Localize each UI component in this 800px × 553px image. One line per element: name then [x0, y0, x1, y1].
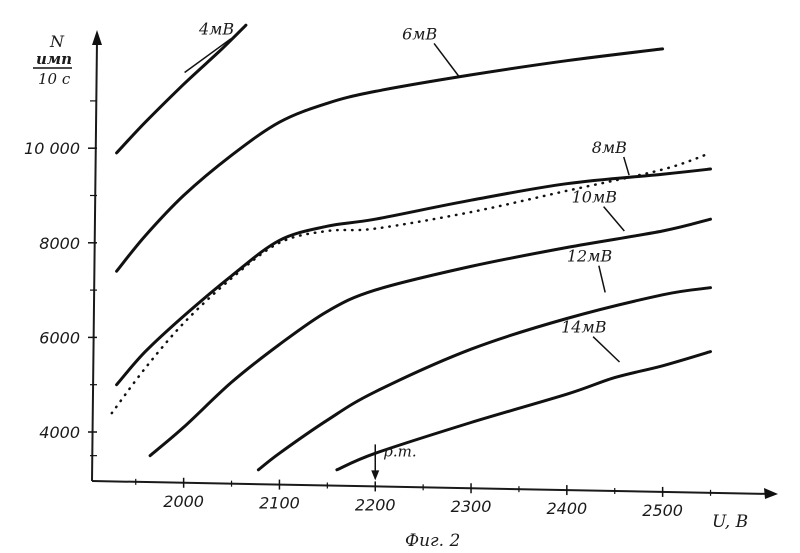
x-tick-label: 2400 [546, 499, 587, 518]
y-ticks: 4000 6000 8000 10 000 [24, 101, 97, 456]
series-label: 4мВ [198, 20, 234, 39]
series-label-leader [185, 39, 231, 73]
series-label: 6мВ [402, 24, 437, 43]
x-tick-label: 2200 [355, 495, 396, 514]
series-line [150, 219, 710, 455]
y-axis-unit-numerator: имп [36, 50, 72, 68]
x-tick-label: 2000 [163, 492, 204, 511]
series-line [258, 288, 710, 470]
y-axis-unit-denominator: 10 с [38, 70, 71, 88]
y-axis [92, 40, 97, 481]
series-label: 12мВ [567, 247, 613, 266]
series-line [117, 49, 663, 271]
y-tick-label: 8000 [39, 234, 80, 253]
series-label: 8мВ [592, 138, 627, 157]
series-label-leader [593, 337, 619, 362]
figure-caption: Фиг. 2 [405, 531, 460, 551]
series-labels: 4мВ 6мВ 8мВ 10мВ 12мВ 14мВ [185, 20, 630, 362]
y-tick-label: 10 000 [24, 139, 80, 158]
axes [92, 30, 778, 499]
y-axis-label: N имп 10 с [33, 32, 72, 88]
y-tick-label: 6000 [39, 328, 80, 347]
y-axis-arrow [92, 30, 102, 45]
x-axis-label: U, В [712, 512, 748, 532]
series-line [117, 25, 246, 153]
x-axis-arrow [764, 488, 778, 499]
series-label: 10мВ [572, 188, 618, 207]
y-axis-symbol: N [49, 32, 65, 51]
series-label-leader [604, 207, 625, 231]
x-tick-label: 2500 [642, 501, 683, 520]
x-tick-label: 2100 [259, 494, 300, 513]
x-tick-label: 2300 [451, 497, 492, 516]
series-label-leader [434, 43, 459, 77]
series [112, 25, 711, 470]
operating-point-annotation: р.т. [371, 442, 416, 480]
series-label-leader [624, 157, 629, 175]
operating-point-label: р.т. [383, 442, 416, 460]
operating-point-arrow [371, 470, 379, 480]
series-label: 14мВ [561, 318, 607, 337]
series-label-leader [599, 266, 605, 293]
series-line [117, 169, 711, 385]
y-tick-label: 4000 [39, 423, 80, 442]
